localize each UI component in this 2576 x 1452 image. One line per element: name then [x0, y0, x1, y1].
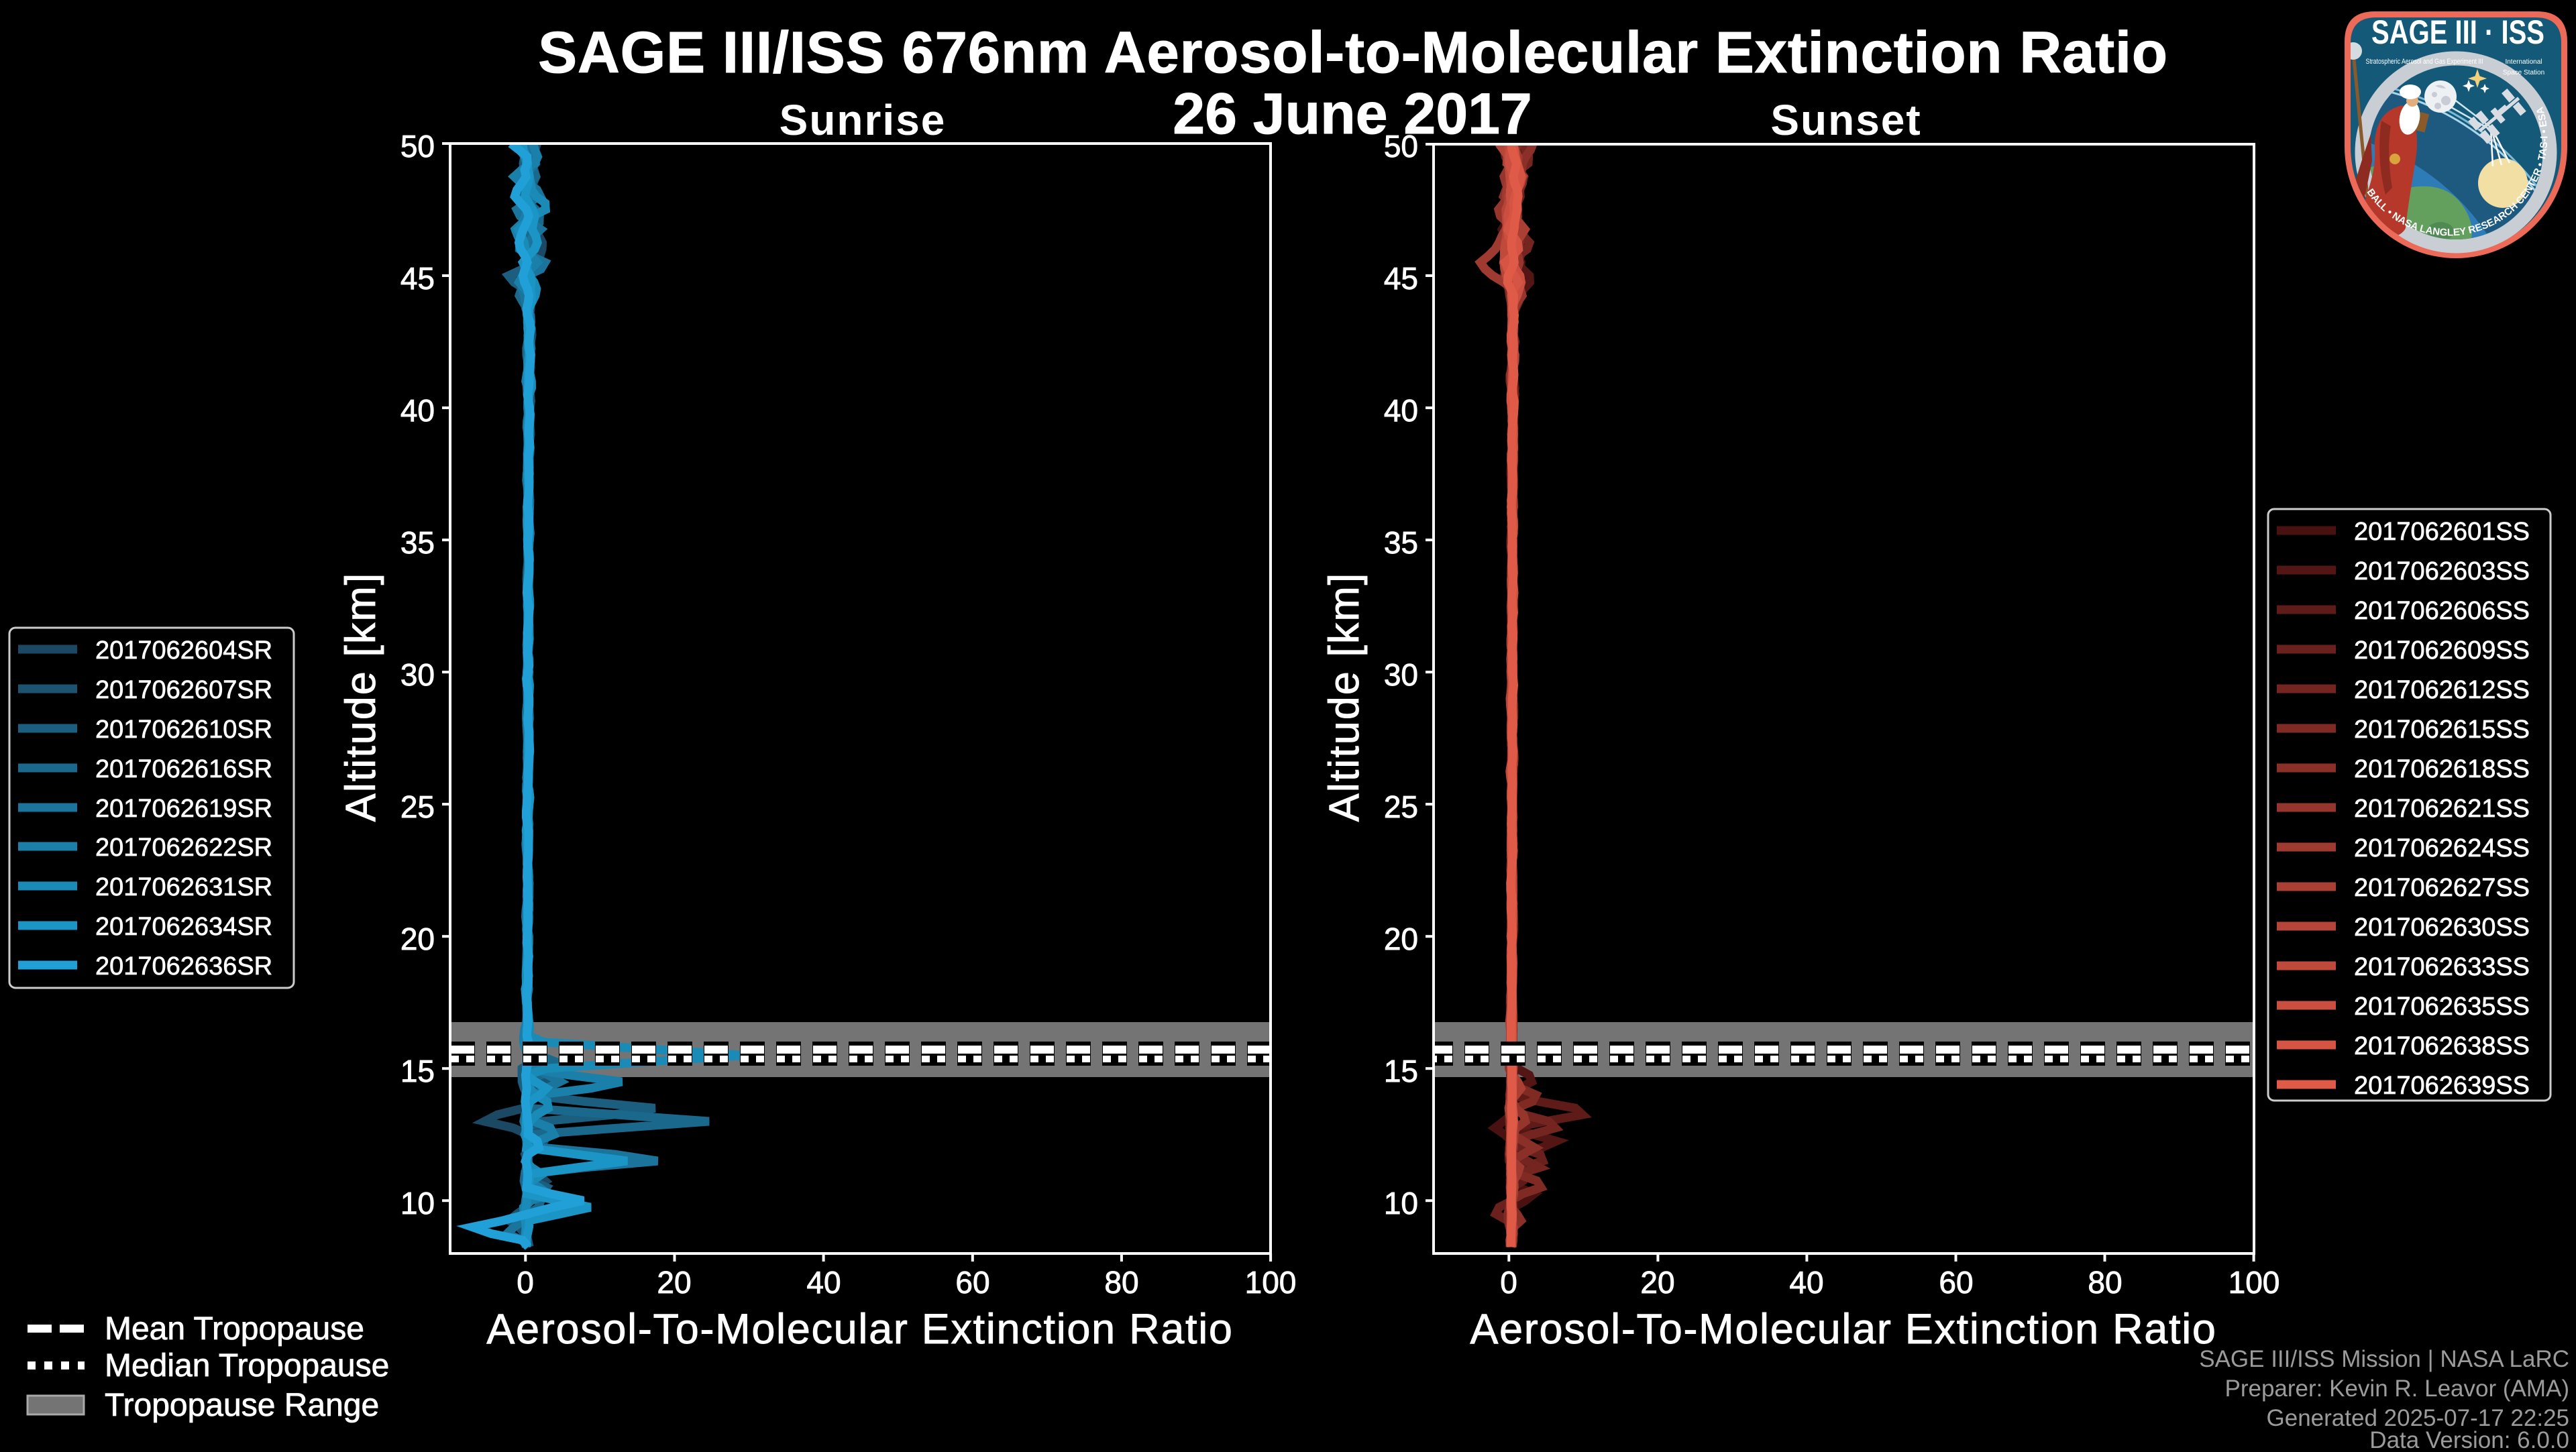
svg-text:15: 15 [400, 1054, 435, 1088]
svg-text:100: 100 [2229, 1265, 2280, 1300]
svg-text:2017062607SR: 2017062607SR [95, 676, 272, 704]
svg-text:45: 45 [400, 261, 435, 296]
svg-text:Sunrise: Sunrise [780, 96, 947, 144]
svg-text:Median Tropopause: Median Tropopause [105, 1348, 389, 1384]
svg-text:2017062609SS: 2017062609SS [2354, 636, 2530, 665]
svg-text:2017062616SR: 2017062616SR [95, 755, 272, 783]
svg-text:Mean Tropopause: Mean Tropopause [105, 1311, 364, 1347]
svg-text:2017062636SR: 2017062636SR [95, 952, 272, 981]
svg-text:2017062633SS: 2017062633SS [2354, 953, 2530, 981]
svg-text:2017062622SR: 2017062622SR [95, 834, 272, 862]
svg-text:Stratospheric Aerosol and Gas: Stratospheric Aerosol and Gas Experiment… [2366, 58, 2483, 66]
svg-text:2017062638SS: 2017062638SS [2354, 1032, 2530, 1060]
svg-text:Sunset: Sunset [1770, 96, 1921, 144]
svg-text:2017062604SR: 2017062604SR [95, 636, 272, 665]
svg-text:2017062606SS: 2017062606SS [2354, 597, 2530, 625]
svg-text:20: 20 [1384, 922, 1418, 956]
svg-text:20: 20 [657, 1265, 691, 1300]
svg-text:2017062634SR: 2017062634SR [95, 913, 272, 941]
svg-text:0: 0 [517, 1265, 534, 1300]
svg-text:SAGE III/ISS Mission | NASA La: SAGE III/ISS Mission | NASA LaRC [2199, 1346, 2569, 1372]
svg-text:Aerosol-To-Molecular Extinctio: Aerosol-To-Molecular Extinction Ratio [1470, 1306, 2216, 1353]
svg-text:25: 25 [1384, 789, 1418, 824]
svg-text:2017062624SS: 2017062624SS [2354, 834, 2530, 862]
svg-text:10: 10 [1384, 1186, 1418, 1221]
svg-text:2017062603SS: 2017062603SS [2354, 557, 2530, 585]
svg-text:Altitude [km]: Altitude [km] [1321, 572, 1368, 822]
svg-text:15: 15 [1384, 1054, 1418, 1088]
svg-text:2017062615SS: 2017062615SS [2354, 716, 2530, 744]
svg-text:50: 50 [1384, 129, 1418, 164]
svg-text:2017062635SS: 2017062635SS [2354, 993, 2530, 1021]
svg-text:30: 30 [1384, 657, 1418, 692]
svg-text:SAGE III · ISS: SAGE III · ISS [2371, 13, 2544, 51]
svg-text:Space Station: Space Station [2503, 69, 2544, 76]
svg-text:40: 40 [1789, 1265, 1823, 1300]
svg-text:Tropopause Range: Tropopause Range [105, 1388, 379, 1423]
svg-text:20: 20 [1640, 1265, 1674, 1300]
svg-text:50: 50 [400, 129, 435, 164]
svg-text:2017062639SS: 2017062639SS [2354, 1072, 2530, 1100]
svg-text:40: 40 [1384, 393, 1418, 428]
svg-text:35: 35 [400, 525, 435, 560]
svg-text:Generated 2025-07-17 22:25: Generated 2025-07-17 22:25 [2267, 1405, 2569, 1431]
svg-text:2017062612SS: 2017062612SS [2354, 676, 2530, 704]
svg-text:2017062601SS: 2017062601SS [2354, 518, 2530, 546]
svg-text:20: 20 [400, 922, 435, 956]
svg-text:10: 10 [400, 1186, 435, 1221]
svg-text:Preparer: Kevin R. Leavor (AMA: Preparer: Kevin R. Leavor (AMA) [2224, 1376, 2569, 1402]
svg-text:2017062618SS: 2017062618SS [2354, 755, 2530, 783]
svg-text:30: 30 [400, 657, 435, 692]
svg-text:2017062630SS: 2017062630SS [2354, 913, 2530, 942]
svg-text:45: 45 [1384, 261, 1418, 296]
svg-text:40: 40 [806, 1265, 841, 1300]
svg-text:35: 35 [1384, 525, 1418, 560]
svg-text:2017062627SS: 2017062627SS [2354, 874, 2530, 902]
svg-text:2017062621SS: 2017062621SS [2354, 795, 2530, 823]
svg-text:0: 0 [1500, 1265, 1517, 1300]
svg-text:SAGE III/ISS 676nm Aerosol-to-: SAGE III/ISS 676nm Aerosol-to-Molecular … [538, 20, 2168, 85]
svg-text:Altitude [km]: Altitude [km] [337, 572, 384, 822]
svg-text:100: 100 [1245, 1265, 1297, 1300]
svg-text:25: 25 [400, 789, 435, 824]
svg-text:80: 80 [1104, 1265, 1138, 1300]
svg-text:60: 60 [955, 1265, 989, 1300]
svg-text:2017062619SR: 2017062619SR [95, 795, 272, 823]
svg-text:International: International [2505, 58, 2542, 66]
svg-text:Data Version: 6.0.0: Data Version: 6.0.0 [2369, 1427, 2569, 1449]
svg-text:26 June 2017: 26 June 2017 [1173, 82, 1532, 146]
svg-text:40: 40 [400, 393, 435, 428]
svg-text:2017062631SR: 2017062631SR [95, 873, 272, 901]
svg-text:80: 80 [2088, 1265, 2122, 1300]
svg-text:60: 60 [1939, 1265, 1973, 1300]
svg-text:2017062610SR: 2017062610SR [95, 716, 272, 744]
svg-text:Aerosol-To-Molecular Extinctio: Aerosol-To-Molecular Extinction Ratio [486, 1306, 1233, 1353]
